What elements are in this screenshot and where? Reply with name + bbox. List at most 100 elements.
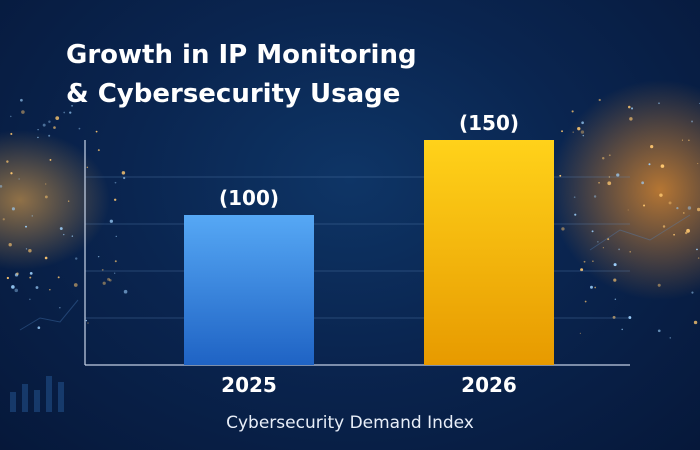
sparkle-dot — [10, 115, 12, 118]
sparkle-dot — [114, 181, 117, 184]
sparkle-dot — [658, 102, 660, 105]
sparkle-dot — [613, 278, 617, 282]
sparkle-dot — [35, 286, 39, 289]
sparkle-dot — [14, 288, 19, 293]
sparkle-dot — [580, 268, 584, 272]
sparkle-dot — [75, 257, 78, 260]
sparkle-dot — [48, 120, 51, 123]
sparkle-dot — [25, 248, 28, 250]
sparkle-dot — [10, 132, 13, 135]
sparkle-dot — [684, 231, 688, 235]
sparkle-dot — [2, 218, 5, 221]
sparkle-dot — [123, 289, 128, 294]
sparkle-dot — [616, 173, 620, 177]
sparkle-dot — [78, 127, 81, 130]
sparkle-dot — [37, 136, 39, 139]
sparkle-dot — [697, 162, 699, 165]
sparkle-dot — [597, 241, 599, 243]
sparkle-dot — [6, 160, 9, 163]
sparkle-dot — [607, 238, 610, 241]
sparkle-dot — [44, 256, 48, 260]
sparkle-dot — [657, 329, 661, 333]
sparkle-dot — [612, 315, 616, 319]
sparkle-dot — [621, 328, 623, 331]
sparkle-dot — [628, 316, 632, 319]
sparkle-dot — [686, 228, 690, 233]
sparkle-dot — [109, 219, 113, 223]
sparkle-dot — [25, 225, 27, 228]
sparkle-dot — [84, 101, 86, 103]
sparkle-dot — [29, 276, 32, 279]
sparkle-dot — [71, 104, 74, 107]
sparkle-dot — [114, 272, 116, 274]
sparkle-dot — [57, 276, 60, 279]
sparkle-dot — [29, 298, 31, 301]
sparkle-dot — [86, 166, 89, 169]
x-tick-label-2025: 2025 — [221, 373, 277, 397]
sparkle-dot — [583, 260, 586, 263]
sparkle-dot — [101, 268, 104, 271]
sparkle-dot — [629, 117, 633, 121]
sparkle-dot — [581, 121, 584, 125]
sparkle-dot — [45, 183, 47, 185]
sparkle-dot — [49, 289, 51, 291]
sparkle-dot — [591, 230, 594, 233]
sparkle-dot — [42, 123, 46, 127]
sparkle-dot — [614, 298, 617, 301]
sparkle-dot — [102, 281, 106, 285]
sparkle-dot — [31, 215, 33, 217]
sparkle-dot — [69, 111, 72, 114]
sparkle-dot — [693, 320, 698, 325]
sparkle-dot — [691, 120, 694, 123]
x-tick-label-2026: 2026 — [461, 373, 517, 397]
sparkle-dot — [582, 134, 585, 137]
sparkle-dot — [696, 248, 698, 251]
sparkle-dot — [660, 164, 665, 168]
sparkle-dot — [593, 195, 597, 198]
sparkle-dot — [85, 319, 87, 322]
sparkle-dot — [59, 227, 63, 230]
sparkle-dot — [696, 207, 700, 212]
sparkle-dot — [602, 247, 604, 249]
sparkle-dot — [691, 291, 694, 294]
sparkle-dot — [121, 171, 126, 175]
sparkle-dot — [648, 163, 651, 166]
sparkle-dot — [20, 98, 23, 102]
sparkle-dot — [592, 260, 594, 262]
sparkle-dot — [63, 233, 65, 236]
sparkle-dot — [630, 107, 634, 110]
sparkle-dot — [598, 181, 600, 184]
sparkle-dot — [28, 248, 32, 253]
sparkle-dot — [10, 172, 13, 175]
sparkle-dot — [561, 130, 564, 133]
sparkle-dot — [594, 286, 597, 289]
sparkle-dot — [629, 251, 631, 253]
sparkle-dot — [44, 195, 48, 199]
sparkle-dot — [571, 110, 574, 113]
sparkle-dot — [673, 233, 675, 236]
sparkle-dot — [53, 126, 56, 129]
x-axis-title: Cybersecurity Demand Index — [226, 413, 474, 433]
sparkle-dot — [67, 200, 70, 202]
sparkle-dot — [657, 283, 661, 287]
sparkle-dot — [668, 201, 672, 205]
sparkle-dot — [11, 285, 15, 289]
sparkle-dot — [688, 139, 690, 142]
chart-title-line-2: & Cybersecurity Usage — [66, 79, 401, 109]
chart-title: Growth in IP Monitoring & Cybersecurity … — [66, 36, 486, 114]
sparkle-dot — [561, 227, 565, 231]
sparkle-dot — [676, 207, 679, 210]
sparkle-dot — [572, 131, 574, 133]
sparkle-dot — [687, 206, 692, 210]
sparkle-dot — [107, 277, 111, 281]
sparkle-dot — [598, 98, 601, 102]
sparkle-dot — [608, 154, 611, 157]
data-label-2026: (150) — [459, 111, 519, 135]
sparkle-dot — [627, 209, 629, 211]
sparkle-dot — [659, 193, 663, 197]
sparkle-dot — [643, 204, 646, 207]
bar-2025 — [184, 215, 314, 365]
sparkle-dot — [573, 196, 576, 198]
